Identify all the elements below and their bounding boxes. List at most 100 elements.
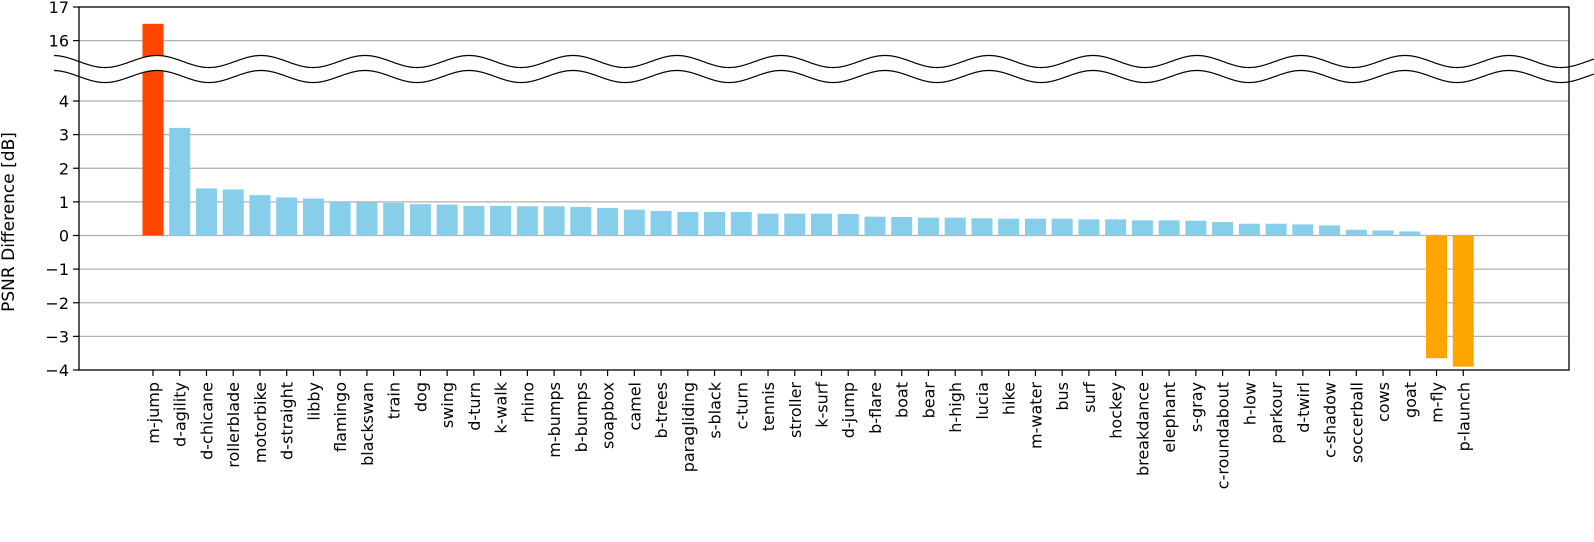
bar-parkour: [1265, 223, 1287, 236]
bar-libby: [302, 198, 324, 236]
y-tick-label: 0: [59, 227, 69, 246]
x-tick-label: goat: [1401, 382, 1420, 418]
x-tick-label: c-roundabout: [1214, 382, 1233, 489]
x-tick-label: hike: [1000, 382, 1019, 415]
bar-flamingo: [329, 201, 351, 236]
bar-breakdance: [1131, 220, 1153, 236]
bar-hockey: [1105, 219, 1127, 236]
y-tick-label: −4: [45, 361, 69, 380]
x-tick-label: bear: [919, 382, 938, 419]
x-tick-label: boat: [893, 382, 912, 418]
bar-b-bumps: [570, 206, 592, 236]
x-tick-label: p-launch: [1454, 382, 1473, 451]
y-tick-label: −3: [45, 327, 69, 346]
bar-surf: [1078, 219, 1100, 236]
y-axis-title: PSNR Difference [dB]: [0, 132, 19, 312]
x-tick-label: parkour: [1267, 382, 1286, 444]
plot-frame: [78, 6, 1570, 371]
x-tick-label: breakdance: [1133, 382, 1152, 476]
bar-goat: [1399, 231, 1421, 236]
bar-boat: [891, 217, 913, 236]
x-tick-label: k-surf: [813, 382, 832, 428]
bar-bus: [1051, 218, 1073, 236]
x-tick-label: train: [385, 382, 404, 419]
bar-m-fly: [1426, 235, 1448, 359]
y-axis-ticks: −4 −3 −2 −1 0 1 2 3 4 16 17: [45, 0, 79, 380]
x-tick-label: d-jump: [839, 382, 858, 438]
grid-lines: [79, 40, 1569, 337]
x-tick-label: s-black: [706, 381, 725, 438]
bar-motorbike: [249, 195, 271, 236]
bar-camel: [623, 209, 645, 236]
bar-tennis: [757, 213, 779, 236]
x-tick-label: d-twirl: [1294, 382, 1313, 433]
x-tick-label: flamingo: [331, 382, 350, 452]
bar-m-jump: [142, 23, 164, 236]
x-tick-label: rhino: [518, 382, 537, 423]
bar-s-gray: [1185, 220, 1207, 236]
y-tick-label: 4: [59, 92, 69, 111]
bar-rhino: [516, 206, 538, 236]
bar-c-roundabout: [1212, 222, 1234, 236]
bar-bear: [917, 217, 939, 236]
bar-soccerball: [1345, 229, 1367, 236]
x-tick-label: d-straight: [278, 382, 297, 460]
x-tick-label: k-walk: [492, 381, 511, 433]
bar-swing: [436, 204, 458, 236]
bar-m-bumps: [543, 206, 565, 236]
y-tick-label: −1: [45, 260, 69, 279]
x-tick-label: tennis: [759, 382, 778, 431]
y-tick-label: 1: [59, 193, 69, 212]
bar-d-twirl: [1292, 224, 1314, 236]
x-tick-label: m-water: [1026, 382, 1045, 449]
y-tick-label: 3: [59, 126, 69, 145]
x-tick-label: motorbike: [251, 382, 270, 463]
bar-b-trees: [650, 210, 672, 236]
bars: [142, 23, 1474, 367]
x-tick-label: paragliding: [679, 382, 698, 472]
bar-train: [383, 202, 405, 236]
x-tick-label: soccerball: [1347, 382, 1366, 463]
bar-c-shadow: [1319, 225, 1341, 236]
x-tick-label: rollerblade: [224, 382, 243, 468]
x-tick-label: m-fly: [1428, 382, 1447, 423]
x-tick-label: surf: [1080, 382, 1099, 413]
x-tick-label: blackswan: [358, 382, 377, 466]
x-tick-label: soapbox: [599, 382, 618, 449]
bar-dog: [409, 204, 431, 236]
y-tick-label: 17: [49, 0, 69, 17]
x-tick-label: c-turn: [732, 382, 751, 429]
bar-m-water: [1024, 218, 1046, 236]
x-tick-label: d-agility: [171, 382, 190, 447]
x-tick-label: s-gray: [1187, 382, 1206, 432]
axis-break-line: [53, 54, 1594, 69]
y-tick-label: −2: [45, 294, 69, 313]
bar-lucia: [971, 218, 993, 236]
x-axis-ticks: m-jump d-agility d-chicane rollerblade motor…: [144, 370, 1473, 489]
x-tick-label: lucia: [973, 382, 992, 420]
axis-break-line: [53, 69, 1594, 84]
bar-b-flare: [864, 216, 886, 236]
bar-hike: [998, 218, 1020, 236]
bar-paragliding: [677, 211, 699, 236]
axis-break: [53, 54, 1594, 84]
bar-k-surf: [811, 213, 832, 236]
x-tick-label: d-turn: [465, 382, 484, 431]
bar-d-chicane: [195, 188, 217, 236]
bar-d-turn: [463, 205, 485, 236]
bar-k-walk: [490, 205, 512, 236]
x-tick-label: h-low: [1240, 382, 1259, 425]
bar-s-black: [704, 211, 726, 236]
x-tick-label: bus: [1053, 382, 1072, 411]
y-tick-label: 2: [59, 159, 69, 178]
x-tick-label: d-chicane: [197, 382, 216, 460]
x-tick-label: stroller: [786, 382, 805, 438]
bar-c-turn: [730, 211, 752, 236]
x-tick-label: cows: [1374, 382, 1393, 422]
bar-p-launch: [1452, 235, 1474, 367]
x-tick-label: libby: [304, 382, 323, 421]
x-tick-label: h-high: [946, 382, 965, 433]
y-tick-label: 16: [49, 32, 69, 51]
bar-cows: [1372, 230, 1394, 236]
bar-rollerblade: [222, 189, 244, 236]
